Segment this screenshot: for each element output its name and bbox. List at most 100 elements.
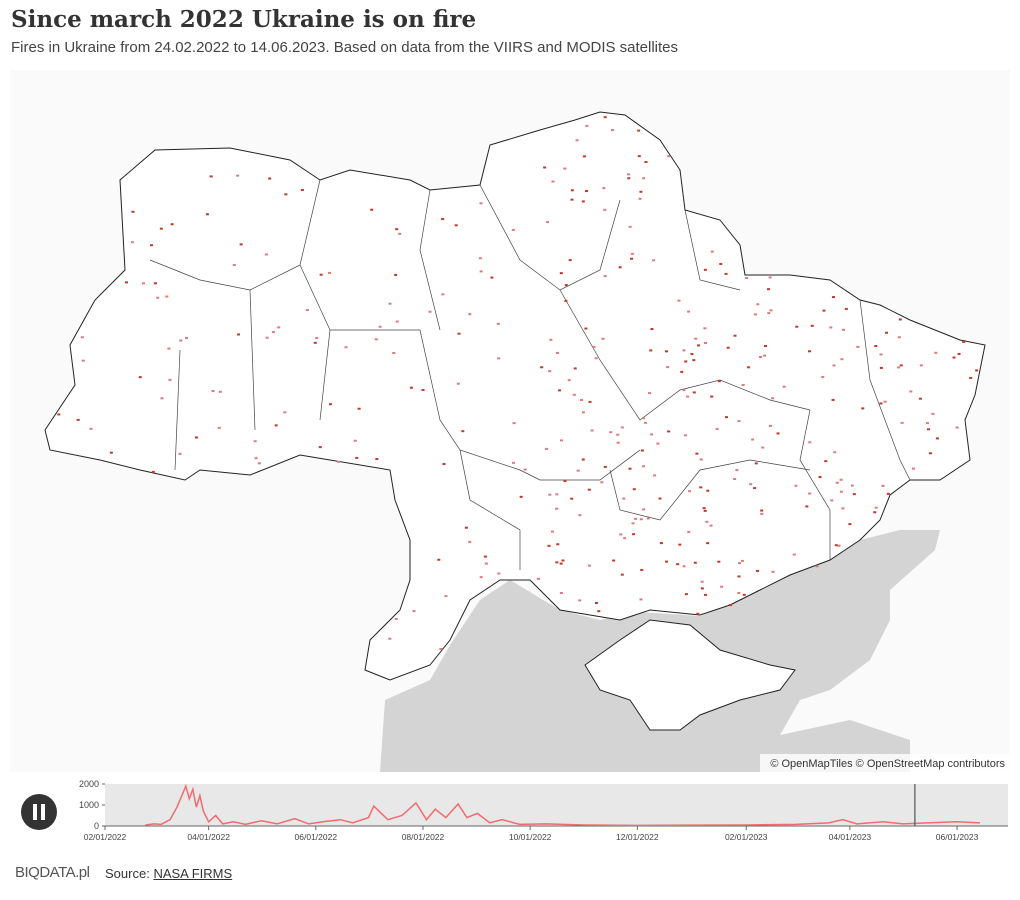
fire-point (667, 430, 671, 433)
fire-point (756, 303, 760, 306)
fire-point (899, 364, 903, 367)
fire-point (918, 397, 922, 400)
pause-icon (41, 804, 45, 820)
fire-point (271, 331, 275, 334)
fire-point (631, 522, 635, 525)
fire-point (374, 338, 378, 341)
fire-point (468, 313, 472, 316)
fire-point (585, 190, 589, 193)
fire-point (568, 259, 572, 262)
fire-point (720, 585, 724, 588)
subtitle: Fires in Ukraine from 24.02.2022 to 14.0… (11, 39, 679, 56)
fire-point (612, 559, 616, 562)
fire-point (934, 351, 938, 354)
fire-point (570, 497, 574, 500)
fire-point (658, 497, 662, 500)
fire-point (831, 296, 835, 299)
fire-point (454, 224, 458, 227)
fire-point (808, 492, 812, 495)
fire-point (570, 189, 574, 192)
x-tick-label: 08/01/2022 (402, 832, 445, 842)
fire-point (886, 492, 890, 495)
fire-point (611, 129, 615, 132)
fire-point (881, 484, 885, 487)
fire-point (717, 560, 721, 563)
fire-point (700, 587, 704, 590)
fire-point (952, 356, 956, 359)
fire-point (763, 354, 767, 357)
fire-point (579, 399, 583, 402)
fire-point (737, 562, 741, 565)
fire-point (559, 591, 563, 594)
fire-point (700, 580, 704, 583)
fire-point (737, 575, 741, 578)
fire-point (856, 345, 860, 348)
fire-point (592, 345, 596, 348)
fire-point (602, 187, 606, 190)
fire-point (639, 518, 643, 521)
fire-point (355, 456, 359, 459)
pause-button[interactable] (21, 794, 57, 830)
source-link[interactable]: NASA FIRMS (153, 866, 233, 881)
fire-point (926, 422, 930, 425)
fire-point (581, 200, 585, 203)
fire-point (755, 569, 759, 572)
fire-point (394, 273, 398, 276)
fire-point (441, 218, 445, 221)
fire-point (370, 208, 374, 211)
fire-point (874, 506, 878, 509)
fire-point (559, 439, 563, 442)
fire-point (749, 483, 753, 486)
fire-point (898, 318, 902, 321)
fire-point (795, 325, 799, 328)
fire-point (559, 562, 563, 565)
attribution-bg (760, 754, 1010, 772)
fire-point (284, 193, 288, 196)
map[interactable]: © OpenMapTiles © OpenStreetMap contribut… (0, 0, 1020, 775)
fire-point (548, 370, 552, 373)
fire-point (861, 407, 865, 410)
fire-point (616, 441, 620, 444)
fire-point (581, 458, 585, 461)
fire-point (561, 559, 565, 562)
fire-point (468, 540, 472, 543)
fire-point (909, 390, 913, 393)
fire-point (548, 493, 552, 496)
fire-point (694, 337, 698, 340)
fire-point (461, 430, 465, 433)
region-borders (149, 179, 911, 570)
fire-point (760, 509, 764, 512)
x-tick-label: 04/01/2022 (187, 832, 230, 842)
fire-point (603, 465, 607, 468)
pause-icon (33, 804, 37, 820)
fire-point (563, 167, 567, 170)
fire-point (883, 400, 887, 403)
fire-point (511, 228, 515, 231)
fire-point (733, 478, 737, 481)
fire-point (962, 340, 966, 343)
fire-point (218, 390, 222, 393)
fire-point (831, 398, 835, 401)
fire-point (603, 208, 607, 211)
fire-point (178, 452, 182, 455)
fire-point (824, 460, 828, 463)
fire-point (741, 384, 745, 387)
fire-point (603, 116, 607, 119)
fire-point (759, 355, 763, 358)
fire-point (536, 577, 540, 580)
fire-point (821, 375, 825, 378)
fire-point (578, 514, 582, 517)
fire-point (684, 593, 688, 596)
fire-point (754, 462, 758, 465)
crimea (584, 619, 796, 731)
fire-point (464, 526, 468, 529)
fire-point (253, 440, 257, 443)
fire-point (628, 225, 632, 228)
fire-point (573, 367, 577, 370)
fire-point (601, 337, 605, 340)
fire-point (211, 390, 215, 393)
fire-point (398, 232, 402, 235)
fire-point (81, 359, 85, 362)
fire-point (703, 327, 707, 330)
fire-point (627, 173, 631, 176)
